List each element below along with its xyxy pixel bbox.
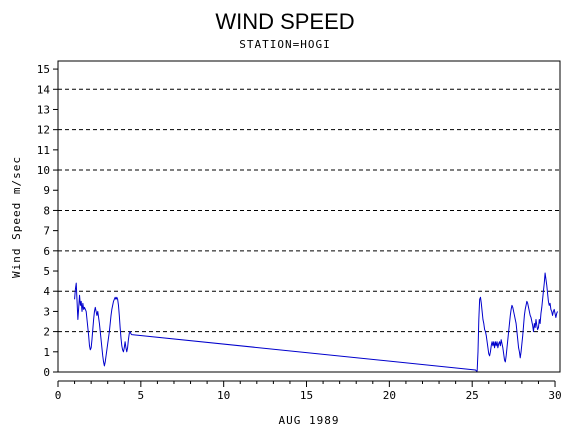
y-tick-label-5: 5 xyxy=(43,265,50,278)
y-tick-label-9: 9 xyxy=(43,184,50,197)
x-tick-label-20: 20 xyxy=(383,389,396,402)
y-tick-label-0: 0 xyxy=(43,366,50,379)
x-tick-label-0: 0 xyxy=(55,389,62,402)
y-tick-label-15: 15 xyxy=(37,63,50,76)
y-tick-label-2: 2 xyxy=(43,326,50,339)
y-tick-label-13: 13 xyxy=(37,103,50,116)
chart-title: WIND SPEED xyxy=(215,9,354,34)
y-tick-label-10: 10 xyxy=(37,164,50,177)
x-tick-label-30: 30 xyxy=(548,389,561,402)
x-tick-label-15: 15 xyxy=(300,389,313,402)
y-tick-label-3: 3 xyxy=(43,305,50,318)
y-tick-label-12: 12 xyxy=(37,124,50,137)
y-axis-label: Wind Speed m/sec xyxy=(10,156,23,278)
series-layer xyxy=(74,272,558,372)
x-tick-label-5: 5 xyxy=(138,389,145,402)
series-line-wind-speed xyxy=(74,272,558,372)
x-tick-label-10: 10 xyxy=(217,389,230,402)
y-tick-label-6: 6 xyxy=(43,245,50,258)
y-tick-label-14: 14 xyxy=(37,83,51,96)
y-tick-label-7: 7 xyxy=(43,225,50,238)
y-tick-label-1: 1 xyxy=(43,346,50,359)
x-axis: 0 5 10 15 20 25 30 xyxy=(55,380,562,402)
x-tick-label-25: 25 xyxy=(466,389,479,402)
chart-subtitle: STATION=HOGI xyxy=(239,38,330,51)
y-tick-label-8: 8 xyxy=(43,204,50,217)
y-tick-label-4: 4 xyxy=(43,285,50,298)
x-axis-label: AUG 1989 xyxy=(279,414,340,427)
plot-frame xyxy=(57,60,561,373)
y-tick-label-11: 11 xyxy=(37,144,50,157)
